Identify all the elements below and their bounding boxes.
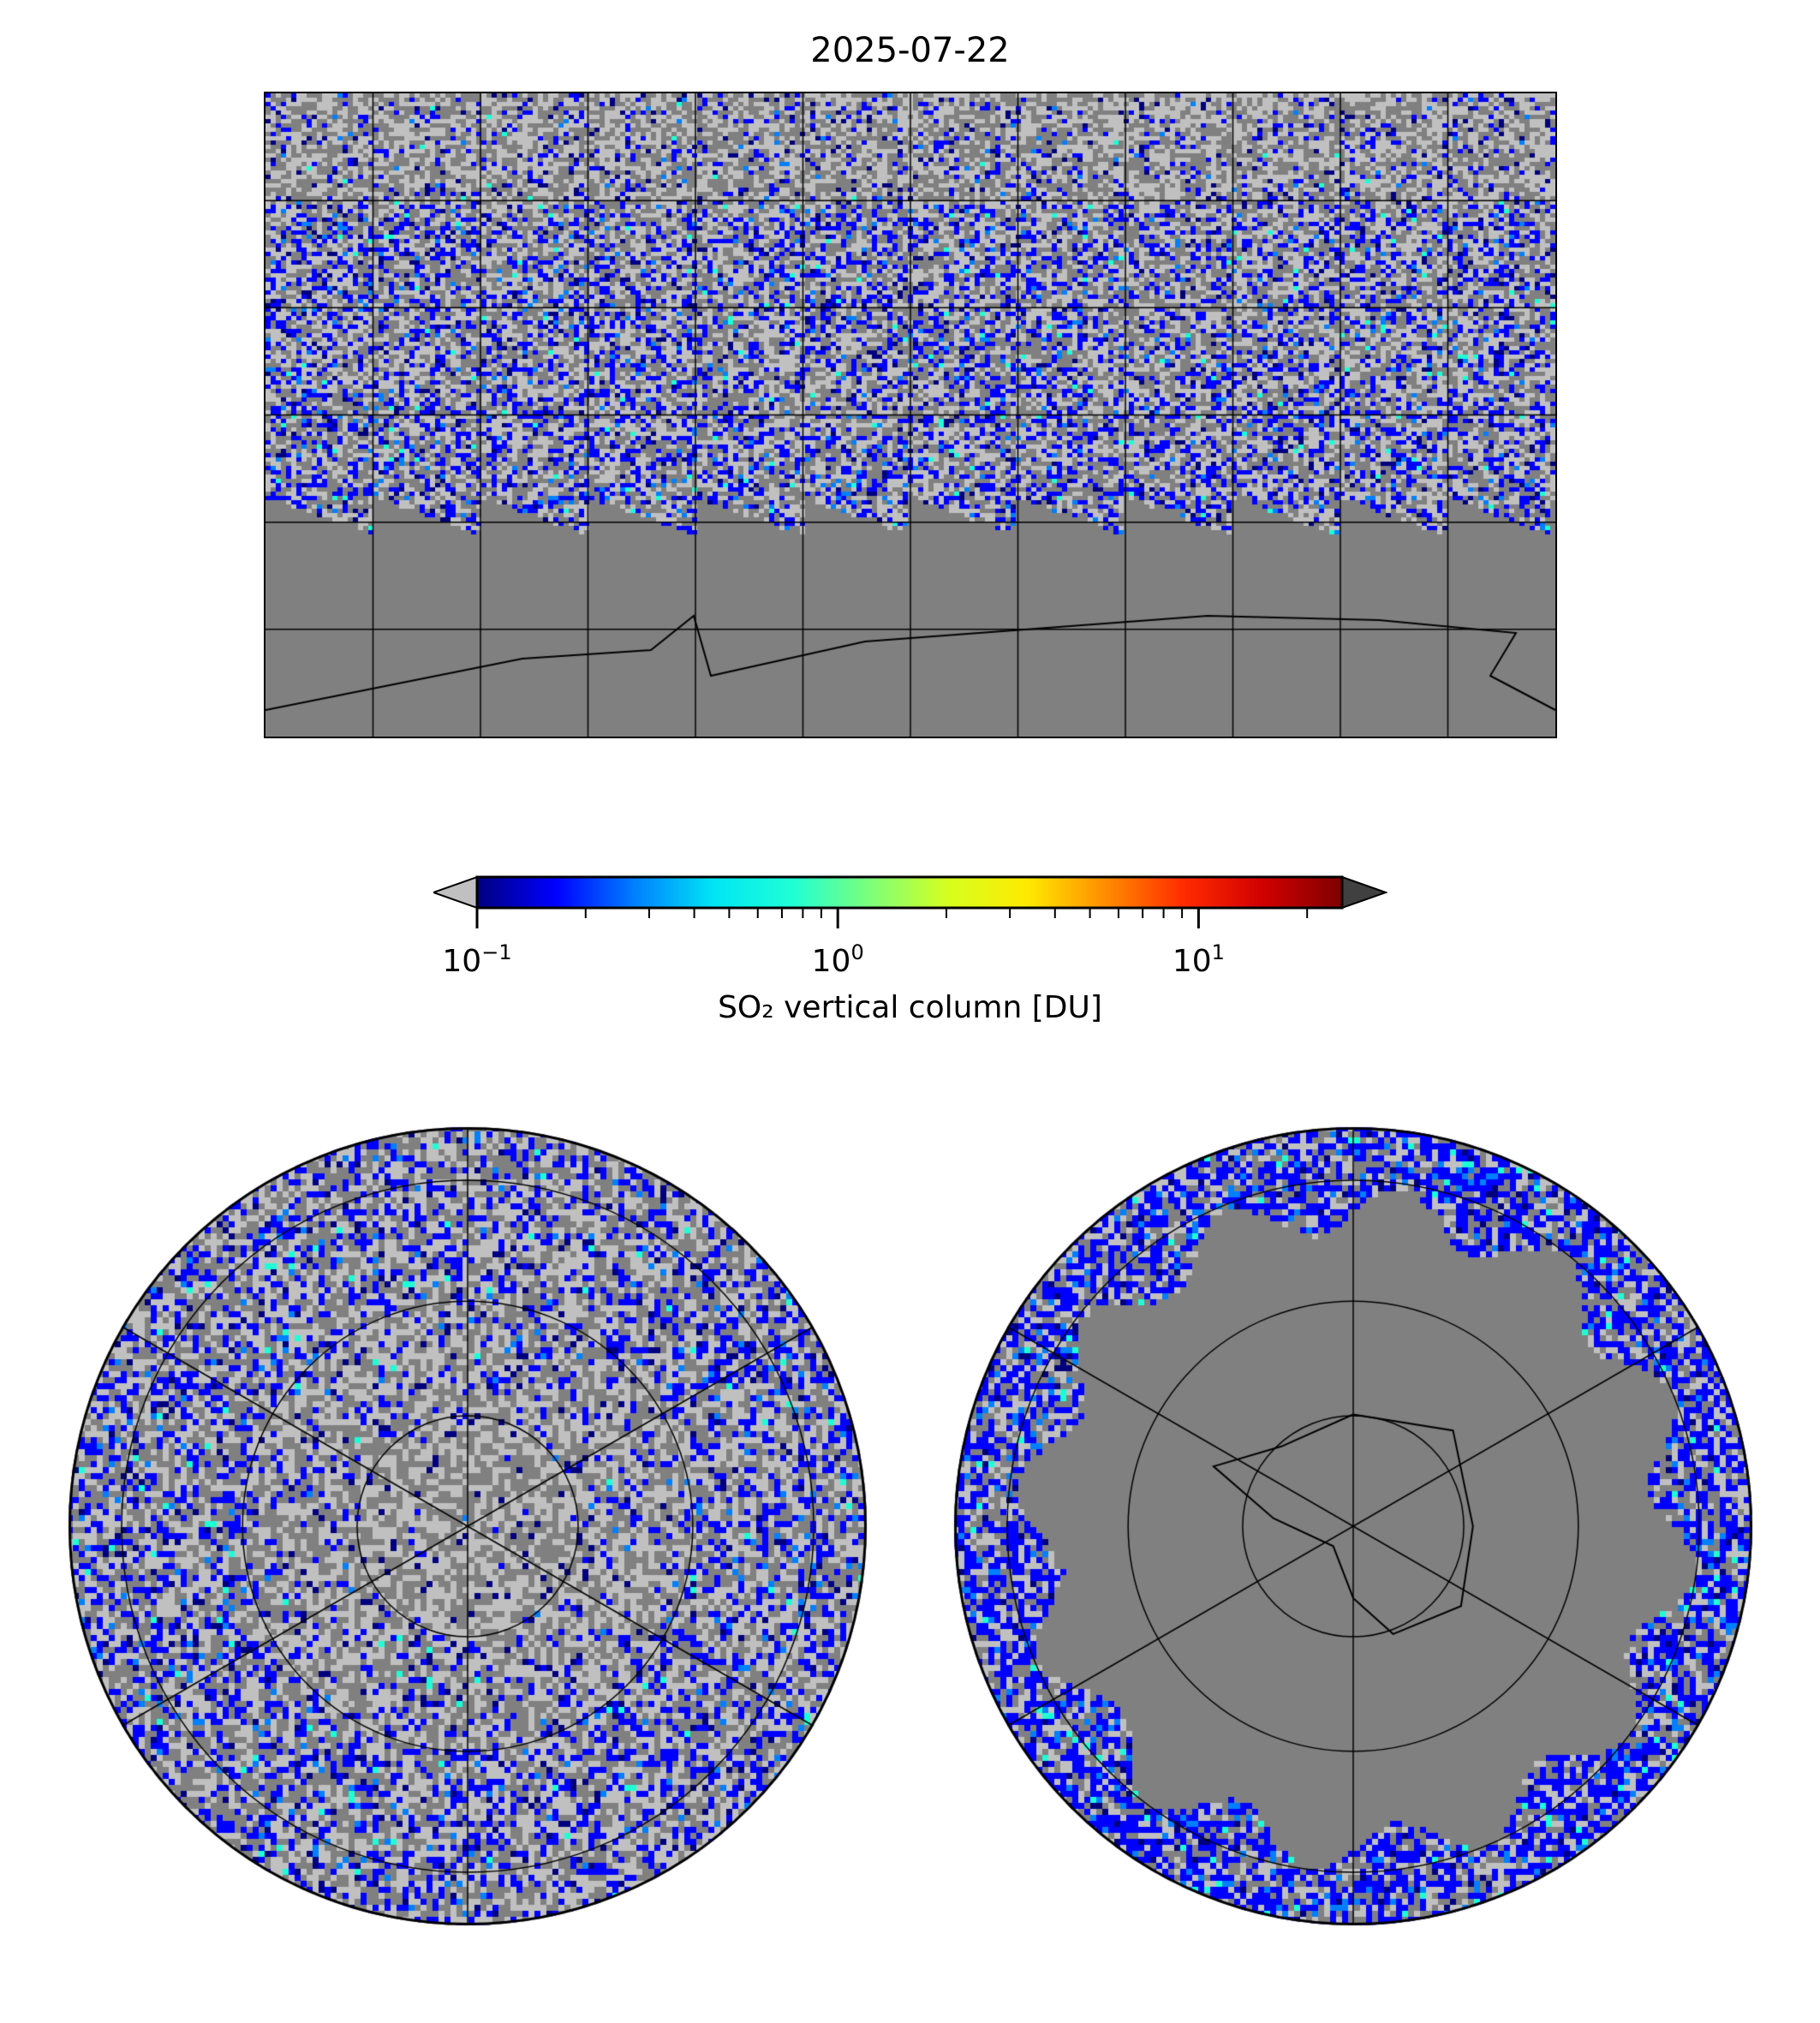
colorbar — [433, 875, 1387, 910]
colorbar-under-extension — [433, 875, 478, 910]
colorbar-ticks — [475, 908, 1309, 928]
south-polar-so2-heatmap — [952, 1125, 1754, 1927]
south-polar-panel — [952, 1125, 1754, 1927]
colorbar-tick-label: 100 — [811, 940, 864, 979]
chart-title: 2025-07-22 — [810, 31, 1010, 70]
colorbar-tick-label: 101 — [1172, 940, 1225, 979]
colorbar-over-extension — [1341, 875, 1387, 910]
colorbar-gradient — [475, 875, 1344, 910]
colorbar-tick-label: 10−1 — [442, 940, 512, 979]
global-map-panel — [264, 92, 1557, 738]
north-polar-panel — [67, 1125, 868, 1927]
colorbar-label: SO₂ vertical column [DU] — [718, 990, 1102, 1025]
global-so2-heatmap — [266, 93, 1555, 737]
north-polar-so2-heatmap — [67, 1125, 868, 1927]
